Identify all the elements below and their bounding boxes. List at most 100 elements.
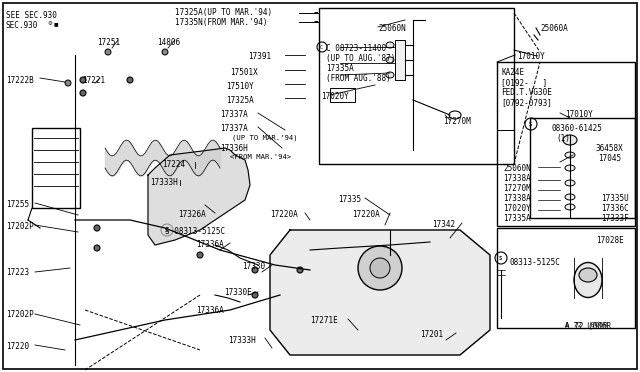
Text: (UP TO MAR.'94): (UP TO MAR.'94) bbox=[232, 134, 298, 141]
Text: 17220: 17220 bbox=[6, 342, 29, 351]
Text: 17224: 17224 bbox=[162, 160, 185, 169]
Text: 17336C: 17336C bbox=[601, 204, 628, 213]
Text: 17020Y: 17020Y bbox=[503, 204, 531, 213]
Text: 17510Y: 17510Y bbox=[226, 82, 253, 91]
Circle shape bbox=[297, 267, 303, 273]
Text: 17335A: 17335A bbox=[326, 64, 354, 73]
Ellipse shape bbox=[565, 194, 575, 200]
Bar bbox=[497, 62, 635, 226]
Ellipse shape bbox=[574, 263, 602, 298]
Ellipse shape bbox=[565, 180, 575, 186]
Circle shape bbox=[80, 90, 86, 96]
Ellipse shape bbox=[565, 204, 575, 210]
Text: <FROM MAR.'94>: <FROM MAR.'94> bbox=[230, 154, 291, 160]
Text: (1): (1) bbox=[556, 134, 570, 143]
Text: S: S bbox=[529, 122, 532, 126]
Text: 17201: 17201 bbox=[420, 330, 443, 339]
Bar bbox=[32, 128, 80, 208]
Text: 17220A: 17220A bbox=[352, 210, 380, 219]
Text: 17338A: 17338A bbox=[503, 174, 531, 183]
Text: S: S bbox=[499, 256, 502, 260]
Text: 17336A: 17336A bbox=[196, 240, 224, 249]
Circle shape bbox=[127, 77, 133, 83]
Ellipse shape bbox=[579, 268, 597, 282]
Circle shape bbox=[162, 49, 168, 55]
Ellipse shape bbox=[386, 57, 394, 63]
Text: 17255: 17255 bbox=[6, 200, 29, 209]
Circle shape bbox=[252, 292, 258, 298]
Bar bbox=[319, 8, 514, 164]
Polygon shape bbox=[270, 230, 490, 355]
Circle shape bbox=[94, 245, 100, 251]
Text: 17335A: 17335A bbox=[503, 214, 531, 223]
Text: A 72 (006R: A 72 (006R bbox=[565, 322, 607, 328]
Text: 36458X: 36458X bbox=[596, 144, 624, 153]
Text: 14806: 14806 bbox=[157, 38, 180, 47]
Ellipse shape bbox=[386, 42, 394, 48]
Ellipse shape bbox=[386, 72, 394, 78]
Circle shape bbox=[370, 258, 390, 278]
Text: 25060N: 25060N bbox=[503, 164, 531, 173]
Circle shape bbox=[197, 252, 203, 258]
Bar bbox=[497, 228, 635, 328]
Text: 17271E: 17271E bbox=[310, 316, 338, 325]
Ellipse shape bbox=[563, 135, 577, 145]
Text: 17222B: 17222B bbox=[6, 76, 34, 85]
Text: 25060A: 25060A bbox=[540, 24, 568, 33]
Text: 17010Y: 17010Y bbox=[517, 52, 545, 61]
Text: 17391: 17391 bbox=[248, 52, 271, 61]
Text: 17330: 17330 bbox=[242, 262, 265, 271]
Text: SEC.930: SEC.930 bbox=[6, 21, 38, 30]
Text: ⚙: ⚙ bbox=[48, 21, 53, 26]
Bar bbox=[395, 40, 405, 80]
Text: 17333F: 17333F bbox=[601, 214, 628, 223]
Text: 17335U: 17335U bbox=[601, 194, 628, 203]
Text: 17342: 17342 bbox=[432, 220, 455, 229]
Text: C: C bbox=[319, 45, 323, 49]
Text: (UP TO AUG.'87): (UP TO AUG.'87) bbox=[326, 54, 396, 63]
Text: [0792-0793]: [0792-0793] bbox=[501, 98, 552, 107]
Text: 17045: 17045 bbox=[598, 154, 621, 163]
Text: 17202P: 17202P bbox=[6, 222, 34, 231]
Polygon shape bbox=[148, 148, 250, 245]
Circle shape bbox=[94, 225, 100, 231]
Text: [0192-   ]: [0192- ] bbox=[501, 78, 547, 87]
Circle shape bbox=[252, 267, 258, 273]
Text: 17251: 17251 bbox=[97, 38, 120, 47]
Text: A 72 (006R: A 72 (006R bbox=[565, 322, 611, 331]
Text: 17333H: 17333H bbox=[150, 178, 178, 187]
Text: 17220A: 17220A bbox=[270, 210, 298, 219]
Text: ■: ■ bbox=[54, 21, 59, 26]
Text: S 08313-5125C: S 08313-5125C bbox=[165, 227, 225, 236]
Text: 17337A: 17337A bbox=[220, 110, 248, 119]
Text: 25060N: 25060N bbox=[378, 24, 406, 33]
Text: 08313-5125C: 08313-5125C bbox=[510, 258, 561, 267]
Text: 17223: 17223 bbox=[6, 268, 29, 277]
Text: KA24E: KA24E bbox=[501, 68, 524, 77]
Circle shape bbox=[65, 80, 71, 86]
Text: 17028E: 17028E bbox=[596, 236, 624, 245]
Text: 17010Y: 17010Y bbox=[565, 110, 593, 119]
Text: 17501X: 17501X bbox=[230, 68, 258, 77]
Text: 08360-61425: 08360-61425 bbox=[552, 124, 603, 133]
Text: 17202P: 17202P bbox=[6, 310, 34, 319]
Circle shape bbox=[358, 246, 402, 290]
Text: 17337A: 17337A bbox=[220, 124, 248, 133]
Text: SEE SEC.930: SEE SEC.930 bbox=[6, 11, 57, 20]
Text: 17270M: 17270M bbox=[503, 184, 531, 193]
Text: 17336A: 17336A bbox=[196, 306, 224, 315]
Text: C 08723-11400: C 08723-11400 bbox=[326, 44, 386, 53]
Text: 17270M: 17270M bbox=[443, 117, 471, 126]
Text: (FROM AUG.'88): (FROM AUG.'88) bbox=[326, 74, 391, 83]
Text: 17326A: 17326A bbox=[178, 210, 205, 219]
Circle shape bbox=[105, 49, 111, 55]
Text: 17333H: 17333H bbox=[228, 336, 256, 345]
Text: 17338A: 17338A bbox=[503, 194, 531, 203]
Text: 17325A: 17325A bbox=[226, 96, 253, 105]
Text: 17336H: 17336H bbox=[220, 144, 248, 153]
Text: 17020Y: 17020Y bbox=[321, 92, 349, 101]
Bar bbox=[530, 118, 635, 218]
Text: 17335: 17335 bbox=[338, 195, 361, 204]
Text: S: S bbox=[164, 228, 168, 232]
Ellipse shape bbox=[565, 165, 575, 171]
